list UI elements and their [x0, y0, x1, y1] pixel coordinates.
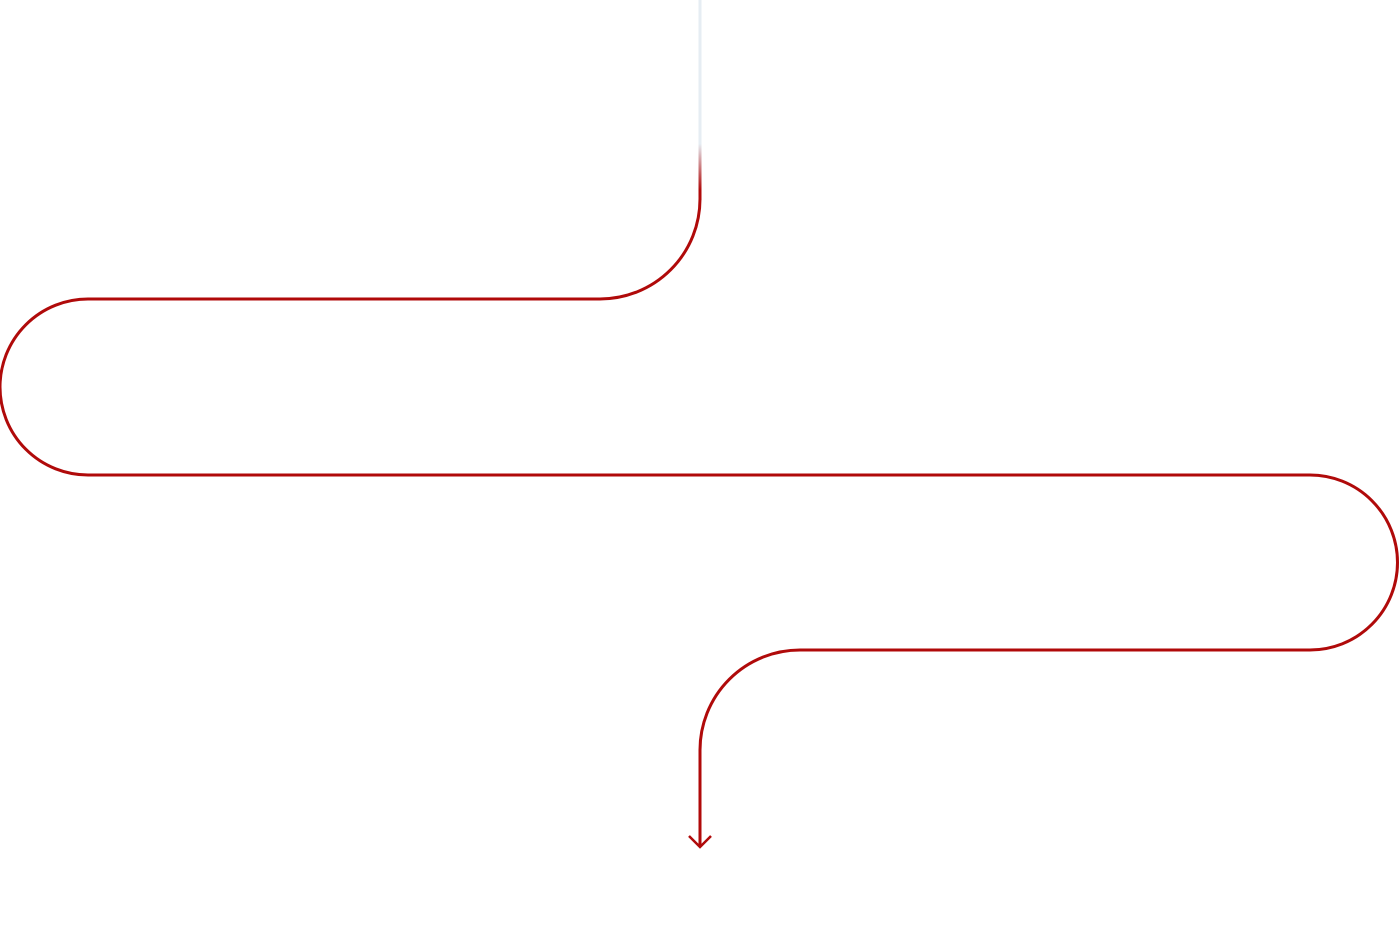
- arrow-head: [688, 835, 712, 849]
- flow-path: [0, 198, 1399, 846]
